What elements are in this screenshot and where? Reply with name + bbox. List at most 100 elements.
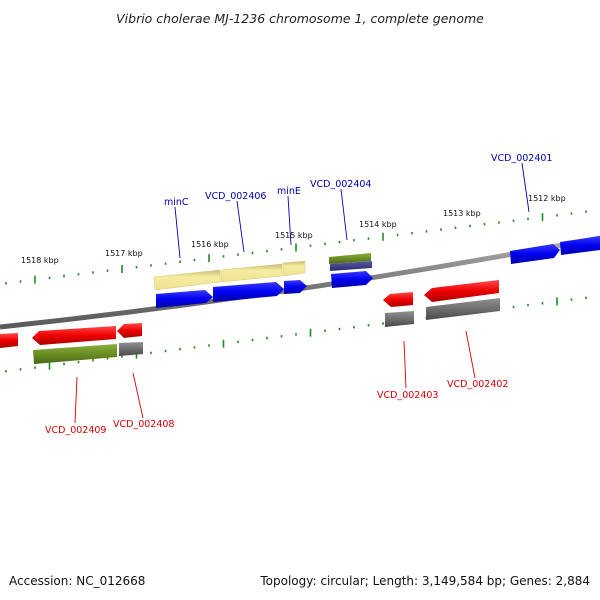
leader-line [340,188,348,241]
scale-minor-tick [164,349,167,353]
gene-label-vcd-002406[interactable]: VCD_002406 [205,191,266,202]
scale-minor-tick [556,214,558,217]
scale-major-tick [382,232,384,241]
scale-major-tick [48,361,51,370]
leader-line [74,376,78,424]
scale-label: 1515 kbp [275,231,313,240]
scale-major-tick [121,265,123,273]
scale-minor-tick [382,322,384,325]
scale-minor-tick [295,333,297,336]
scale-minor-tick [19,368,22,371]
scale-minor-tick [469,224,471,228]
cds-vcd-002406-arrow[interactable] [213,282,284,302]
scale-minor-tick [367,237,370,240]
scale-major-tick [222,339,225,348]
scale-minor-tick [19,280,22,283]
scale-minor-tick [425,230,428,233]
scale-label: 1518 kbp [21,256,59,265]
cds-minC-arrow[interactable] [156,290,213,308]
forward-outer-genes [153,253,372,291]
leader-line [174,206,181,259]
scale-minor-tick [527,303,529,307]
scale-minor-tick [63,362,65,366]
gene-label-vcd-002401[interactable]: VCD_002401 [491,153,552,164]
scale-minor-tick [512,305,515,309]
cds-edge-left-arrow[interactable] [0,333,18,348]
scale-major-tick [556,297,558,306]
cds-vcd-002404-arrow[interactable] [331,271,373,288]
forward-cds-arrows [156,236,600,308]
leader-line [287,195,292,246]
scale-minor-tick [237,253,239,256]
cds-vcd-002403-arrow[interactable] [383,292,413,307]
scale-minor-tick [251,338,254,342]
scale-minor-tick [353,239,355,242]
gene-vcd-002409-bar[interactable] [33,344,117,364]
scale-labels: 1518 kbp 1517 kbp 1516 kbp 1515 kbp 1514… [21,194,566,265]
scale-minor-tick [483,223,486,226]
reverse-cds-arrows [0,280,499,348]
scale-minor-tick [266,249,268,253]
cds-vcd-002402-arrow[interactable] [424,280,499,302]
gene-label-mine[interactable]: minE [277,186,301,197]
scale-minor-tick [77,273,80,276]
gene-vcd-002403-bar[interactable] [385,311,414,327]
scale-major-tick [309,328,312,337]
gene-label-vcd-002409[interactable]: VCD_002409 [45,425,106,436]
scale-minor-tick [77,360,80,364]
leader-line [521,162,530,213]
scale-minor-tick [512,219,515,222]
gene-minC-bar[interactable] [153,269,221,291]
scale-label: 1512 kbp [528,194,566,203]
map-title: Vibrio cholerae MJ-1236 chromosome 1, co… [116,11,484,26]
scale-minor-tick [179,348,181,351]
gene-label-vcd-002402[interactable]: VCD_002402 [447,379,508,390]
scale-minor-tick [353,326,355,329]
cds-minE-arrow[interactable] [284,280,307,294]
scale-major-tick [135,350,138,359]
cds-vcd-002408-arrow[interactable] [117,323,142,338]
scale-minor-tick [251,251,254,255]
scale-minor-tick [266,337,268,340]
cds-edge-arrow[interactable] [560,236,600,255]
cds-vcd-002401-arrow[interactable] [510,244,560,264]
leader-line [403,340,407,389]
scale-minor-tick [454,226,457,229]
scale-minor-tick [440,228,442,231]
gene-vcd-002404-bar[interactable] [329,253,371,264]
scale-label: 1517 kbp [105,249,143,258]
topology-summary-text: Topology: circular; Length: 3,149,584 bp… [260,574,590,588]
gene-label-vcd-002404[interactable]: VCD_002404 [310,179,371,190]
gene-minE-bar[interactable] [282,260,306,277]
scale-minor-tick [92,271,94,274]
scale-minor-tick [63,274,65,278]
scale-minor-tick [237,340,239,344]
gene-vcd-002404-bar-2[interactable] [330,261,372,271]
scale-minor-tick [411,232,413,235]
scale-minor-tick [5,282,7,285]
scale-minor-tick [324,242,326,246]
scale-minor-tick [338,327,341,331]
gene-label-vcd-002408[interactable]: VCD_002408 [113,419,174,430]
scale-minor-tick [585,210,587,213]
gene-vcd-002402-bar[interactable] [426,298,500,320]
scale-minor-tick [527,217,529,221]
gene-label-vcd-002403[interactable]: VCD_002403 [377,390,438,401]
scale-minor-tick [106,357,109,360]
gene-vcd-002406-bar[interactable] [220,263,283,283]
scale-minor-tick [280,335,283,338]
gene-label-minc[interactable]: minC [164,197,189,208]
scale-minor-tick [150,351,152,355]
scale-minor-tick [106,269,109,272]
scale-minor-tick [585,296,587,299]
scale-major-tick [295,243,297,252]
gene-vcd-002408-bar[interactable] [119,342,143,356]
scale-label: 1514 kbp [359,220,397,229]
cds-vcd-002409-arrow[interactable] [32,326,116,345]
gene-labels-top: minC VCD_002406 minE VCD_002404 VCD_0024… [164,153,552,208]
scale-minor-tick [48,276,51,280]
scale-minor-tick [193,346,196,349]
scale-minor-tick [309,244,312,247]
scale-minor-tick [222,255,225,258]
